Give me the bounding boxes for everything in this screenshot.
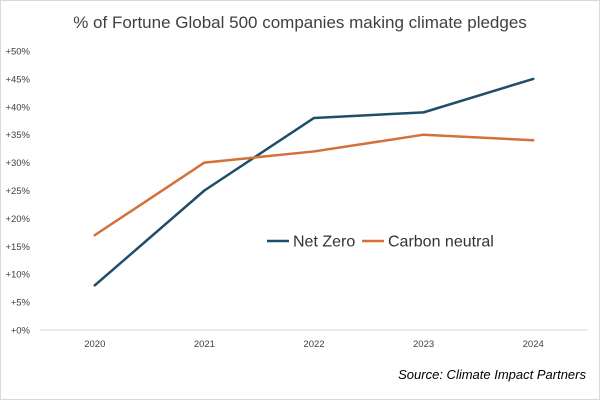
y-tick-label: +5%	[11, 298, 31, 309]
y-axis: +0% +5% +10% +15% +20% +25% +30% +35% +40% +45% +5…	[5, 47, 30, 337]
data-point-carbon-neutral	[203, 161, 206, 164]
data-point-carbon-neutral	[422, 133, 425, 136]
y-tick-label: +45%	[5, 74, 30, 85]
data-point-carbon-neutral	[532, 139, 535, 142]
y-tick-label: +0%	[11, 326, 31, 337]
series-layer	[93, 77, 535, 287]
x-tick-label: 2023	[413, 339, 434, 350]
data-point-net-zero	[422, 111, 425, 114]
y-tick-label: +20%	[5, 214, 30, 225]
x-axis: 2020 2021 2022 2023 2024	[40, 329, 588, 350]
y-tick-label: +10%	[5, 270, 30, 281]
y-tick-label: +15%	[5, 242, 30, 253]
data-point-carbon-neutral	[93, 233, 97, 237]
data-point-carbon-neutral	[312, 150, 316, 153]
y-tick-label: +25%	[5, 186, 30, 197]
source-note: Source: Climate Impact Partners	[398, 367, 586, 382]
data-point-net-zero	[532, 77, 535, 81]
chart-title: % of Fortune Global 500 companies making…	[73, 13, 527, 32]
y-tick-label: +30%	[5, 158, 30, 169]
series-line-carbon-neutral	[93, 133, 535, 237]
y-tick-label: +35%	[5, 130, 30, 141]
x-tick-label: 2021	[194, 339, 215, 350]
legend: Net Zero Carbon neutral	[267, 234, 494, 251]
data-point-net-zero	[312, 116, 316, 120]
data-point-net-zero	[203, 189, 206, 192]
x-tick-label: 2022	[303, 339, 324, 350]
y-tick-label: +40%	[5, 102, 30, 113]
legend-label-carbon-neutral: Carbon neutral	[388, 234, 494, 251]
x-tick-label: 2024	[523, 339, 544, 350]
data-point-net-zero	[93, 284, 97, 287]
legend-label-net-zero: Net Zero	[293, 234, 355, 251]
y-tick-label: +50%	[5, 47, 30, 58]
series-line-net-zero	[93, 77, 535, 287]
x-tick-label: 2020	[84, 339, 105, 350]
